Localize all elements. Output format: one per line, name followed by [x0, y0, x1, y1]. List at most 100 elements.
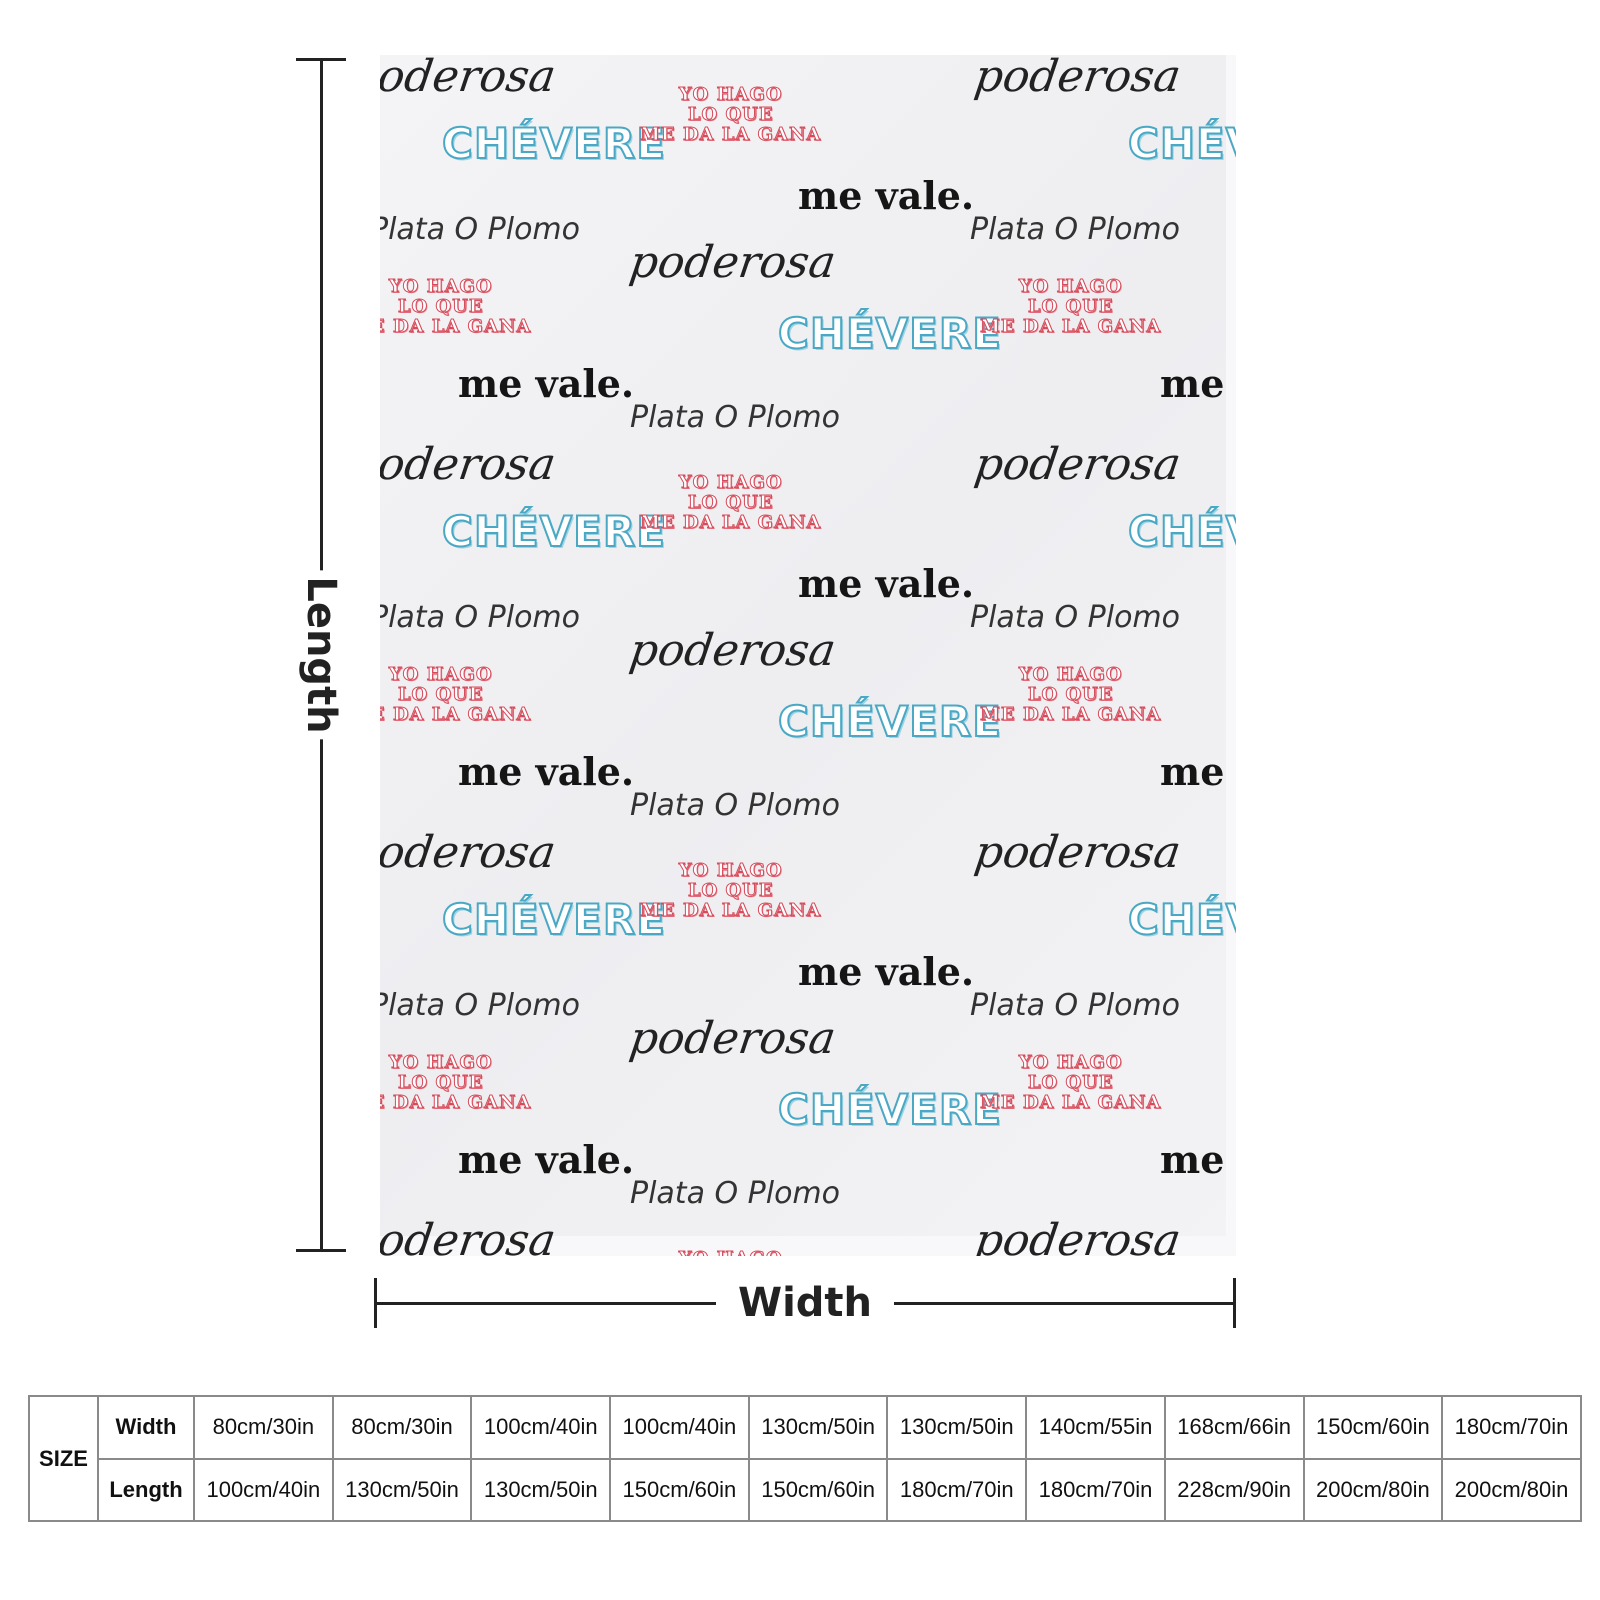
me-vale-text: me vale. [798, 949, 975, 994]
length-line-top [320, 58, 323, 588]
yo-hago-line: ME DA LA GANA [639, 512, 822, 533]
yo-hago-line: ME DA LA GANA [979, 704, 1162, 725]
poderosa-text: poderosa [380, 1215, 559, 1256]
width-row-header: Width [97, 1395, 195, 1460]
me-vale-text: me vale. [458, 361, 635, 406]
yo-hago-line: YO HAGO [388, 1052, 493, 1073]
plata-o-plomo-text: Plata O Plomo [630, 400, 840, 435]
yo-hago-line: LO QUE [687, 492, 774, 513]
yo-hago-line: ME DA LA GANA [979, 1092, 1162, 1113]
yo-hago-line: LO QUE [397, 296, 484, 317]
length-dimension: Length [296, 58, 346, 1252]
width-cell: 150cm/60in [1302, 1395, 1444, 1460]
yo-hago-line: LO QUE [397, 684, 484, 705]
yo-hago-line: LO QUE [1027, 684, 1114, 705]
yo-hago-line: YO HAGO [388, 664, 493, 685]
width-cell: 80cm/30in [331, 1395, 473, 1460]
yo-hago-line: YO HAGO [1018, 1052, 1123, 1073]
size-table: SIZE Width 80cm/30in 80cm/30in 100cm/40i… [28, 1395, 1582, 1522]
length-line-bottom [320, 722, 323, 1252]
length-cell: 150cm/60in [609, 1457, 750, 1522]
width-cell: 100cm/40in [609, 1395, 750, 1460]
poderosa-text: poderosa [971, 1215, 1184, 1256]
length-cell: 150cm/60in [747, 1457, 889, 1522]
width-line-right [894, 1302, 1236, 1305]
chevere-text: CHÉVERE [777, 1085, 1002, 1134]
yo-hago-line: ME DA LA GANA [979, 316, 1162, 337]
yo-hago-line: LO QUE [1027, 1072, 1114, 1093]
size-header: SIZE [28, 1395, 99, 1522]
me-vale-text: me vale. [458, 749, 635, 794]
blanket-pattern: me vale.Plata O Plomome vale.poderosaCHÉ… [380, 55, 1236, 1256]
yo-hago-line: ME DA LA GANA [639, 900, 822, 921]
length-cell: 100cm/40in [193, 1457, 334, 1522]
chevere-text: CHÉVERE [1127, 895, 1236, 944]
plata-o-plomo-text: Plata O Plomo [970, 988, 1180, 1023]
width-cell: 130cm/50in [886, 1395, 1028, 1460]
length-cell: 180cm/70in [1025, 1457, 1166, 1522]
plata-o-plomo-text: Plata O Plomo [970, 212, 1180, 247]
yo-hago-line: ME DA LA GANA [380, 316, 532, 337]
yo-hago-line: YO HAGO [678, 472, 783, 493]
poderosa-text: poderosa [971, 827, 1184, 878]
length-row-header: Length [97, 1457, 195, 1522]
chevere-text: CHÉVERE [441, 119, 666, 168]
me-vale-text: me vale. [1160, 361, 1236, 406]
length-bottom-tick [296, 1249, 346, 1252]
width-line-left [374, 1302, 716, 1305]
plata-o-plomo-text: Plata O Plomo [380, 212, 580, 247]
poderosa-text: poderosa [380, 55, 559, 102]
chevere-text: CHÉVERE [1127, 119, 1236, 168]
me-vale-text: me vale. [458, 1137, 635, 1182]
plata-o-plomo-text: Plata O Plomo [380, 600, 580, 635]
length-cell: 200cm/80in [1441, 1457, 1582, 1522]
me-vale-text: me vale. [798, 173, 975, 218]
poderosa-text: poderosa [626, 1013, 839, 1064]
chevere-text: CHÉVERE [777, 309, 1002, 358]
yo-hago-line: ME DA LA GANA [639, 124, 822, 145]
length-cell: 180cm/70in [886, 1457, 1028, 1522]
yo-hago-line: YO HAGO [1018, 276, 1123, 297]
yo-hago-line: LO QUE [687, 104, 774, 125]
width-cell: 80cm/30in [193, 1395, 334, 1460]
me-vale-text: me vale. [798, 561, 975, 606]
chevere-text: CHÉVERE [1127, 507, 1236, 556]
plata-o-plomo-text: Plata O Plomo [630, 1176, 840, 1211]
yo-hago-line: YO HAGO [678, 860, 783, 881]
width-cell: 140cm/55in [1025, 1395, 1166, 1460]
width-cell: 130cm/50in [747, 1395, 889, 1460]
width-row: SIZE Width 80cm/30in 80cm/30in 100cm/40i… [28, 1395, 1582, 1522]
length-label: Length [298, 570, 344, 740]
chevere-text: CHÉVERE [441, 895, 666, 944]
poderosa-text: poderosa [626, 625, 839, 676]
yo-hago-line: YO HAGO [388, 276, 493, 297]
length-cell: 228cm/90in [1163, 1457, 1305, 1522]
plata-o-plomo-text: Plata O Plomo [380, 988, 580, 1023]
me-vale-text: me vale. [1160, 749, 1236, 794]
plata-o-plomo-text: Plata O Plomo [630, 788, 840, 823]
width-dimension: Width [374, 1278, 1236, 1328]
me-vale-text: me vale. [1160, 1137, 1236, 1182]
yo-hago-line: ME DA LA GANA [380, 704, 532, 725]
yo-hago-line: LO QUE [397, 1072, 484, 1093]
width-right-tick [1233, 1278, 1236, 1328]
poderosa-text: poderosa [971, 55, 1184, 102]
yo-hago-line: LO QUE [687, 880, 774, 901]
length-row: Length 100cm/40in 130cm/50in 130cm/50in … [29, 1457, 1582, 1522]
length-cell: 130cm/50in [331, 1457, 473, 1522]
yo-hago-line: YO HAGO [640, 1248, 821, 1256]
yo-hago-line: ME DA LA GANA [380, 1092, 532, 1113]
width-cell: 180cm/70in [1441, 1395, 1582, 1460]
chevere-text: CHÉVERE [441, 507, 666, 556]
poderosa-text: poderosa [626, 237, 839, 288]
yo-hago-line: YO HAGO [1018, 664, 1123, 685]
width-label: Width [737, 1280, 873, 1326]
